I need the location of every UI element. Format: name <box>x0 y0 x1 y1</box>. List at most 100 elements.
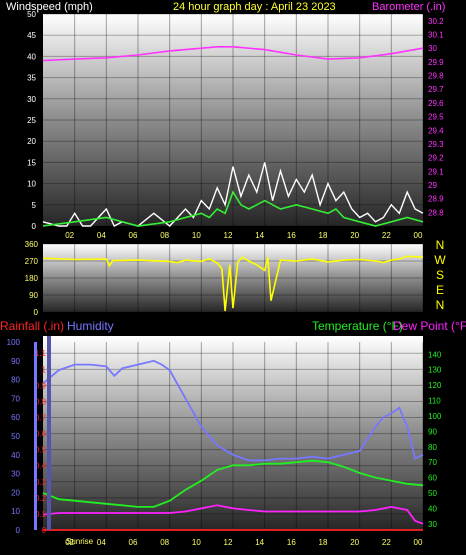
rain-tick-label: 1.1 <box>35 349 47 358</box>
windspeed-label: Windspeed (mph) <box>6 1 93 13</box>
humidity-tick-label: 70 <box>11 394 20 403</box>
barometer-tick-label: 30 <box>428 44 437 53</box>
rain-tick-label: 0.3 <box>35 478 47 487</box>
wind-tick-label: 5 <box>32 201 37 210</box>
barometer-tick-label: 29.2 <box>428 154 444 163</box>
direction-letter: S <box>436 268 444 282</box>
barometer-tick-label: 28.8 <box>428 208 444 217</box>
temp-x-tick-label: 20 <box>350 538 359 547</box>
temp-x-tick-label: 16 <box>287 538 296 547</box>
rain-tick-label: 0.2 <box>35 494 47 503</box>
direction-tick-label: 0 <box>34 308 39 317</box>
temperature-tick-label: 110 <box>428 397 441 406</box>
barometer-tick-label: 29.3 <box>428 140 444 149</box>
wind-line <box>42 190 424 227</box>
rainfall-label: Rainfall (.in) <box>0 319 64 333</box>
graph-title: 24 hour graph day : April 23 2023 <box>173 1 336 13</box>
wind-tick-label: 40 <box>27 52 36 61</box>
humidity-tick-label: 20 <box>11 488 20 497</box>
wind-x-tick-label: 06 <box>129 231 138 240</box>
rain-tick-label: 0.9 <box>35 381 47 390</box>
temperature-line <box>42 459 424 508</box>
humidity-line <box>42 359 424 462</box>
barometer-tick-label: 29.8 <box>428 72 444 81</box>
wind-x-tick-label: 20 <box>350 231 359 240</box>
wind-x-tick-label: 16 <box>287 231 296 240</box>
temperature-tick-label: 60 <box>428 474 437 483</box>
temp-x-tick-label: 02 <box>65 538 74 547</box>
humidity-tick-label: 100 <box>7 338 21 347</box>
sunrise-label: Sunrise <box>66 537 94 546</box>
wind-tick-label: 50 <box>27 10 36 19</box>
temperature-tick-label: 70 <box>428 458 437 467</box>
temp-x-tick-label: 08 <box>160 538 169 547</box>
wind-x-tick-label: 14 <box>255 231 264 240</box>
temperature-label: Temperature (°F) <box>312 319 403 333</box>
humidity-label: Humidity <box>67 319 114 333</box>
barometer-tick-label: 29 <box>428 181 437 190</box>
rain-tick-label: 0.5 <box>35 446 47 455</box>
direction-letter: N <box>436 298 445 312</box>
temperature-panel <box>43 336 423 530</box>
temperature-tick-label: 90 <box>428 427 437 436</box>
wind-tick-label: 20 <box>27 137 36 146</box>
humidity-tick-label: 50 <box>11 432 20 441</box>
humidity-tick-label: 40 <box>11 451 20 460</box>
gust-line <box>42 162 424 227</box>
wind-tick-label: 30 <box>27 95 36 104</box>
barometer-tick-label: 30.2 <box>428 17 444 26</box>
barometer-tick-label: 29.4 <box>428 126 444 135</box>
temperature-tick-label: 120 <box>428 381 442 390</box>
wind-x-tick-label: 10 <box>192 231 201 240</box>
humidity-tick-label: 10 <box>11 507 20 516</box>
direction-tick-label: 360 <box>25 240 39 249</box>
direction-tick-label: 270 <box>25 257 39 266</box>
wind-tick-label: 25 <box>27 116 36 125</box>
humidity-tick-label: 80 <box>11 376 20 385</box>
wind-x-tick-label: 22 <box>382 231 391 240</box>
temp-x-tick-label: 14 <box>255 538 264 547</box>
temp-x-tick-label: 04 <box>97 538 106 547</box>
temperature-tick-label: 40 <box>428 504 437 513</box>
humidity-tick-label: 90 <box>11 357 20 366</box>
wind-tick-label: 35 <box>27 74 36 83</box>
rain-axis-bar <box>47 336 51 530</box>
barometer-tick-label: 29.1 <box>428 167 444 176</box>
barometer-line <box>42 45 424 62</box>
temp-x-tick-label: 18 <box>319 538 328 547</box>
temperature-tick-label: 130 <box>428 366 442 375</box>
direction-line <box>42 255 424 312</box>
wind-x-tick-label: 12 <box>224 231 233 240</box>
humidity-tick-label: 60 <box>11 413 20 422</box>
direction-letter: N <box>436 238 445 252</box>
wind-x-tick-label: 08 <box>160 231 169 240</box>
wind-tick-label: 0 <box>32 222 37 231</box>
humidity-tick-label: 0 <box>16 526 21 535</box>
temp-x-tick-label: 22 <box>382 538 391 547</box>
direction-letter: E <box>436 283 444 297</box>
barometer-label: Barometer (.in) <box>372 1 445 13</box>
wind-x-tick-label: 02 <box>65 231 74 240</box>
rain-tick-label: 0.8 <box>35 397 47 406</box>
barometer-tick-label: 29.9 <box>428 58 444 67</box>
dewpoint-line <box>42 504 424 525</box>
temperature-tick-label: 100 <box>428 412 442 421</box>
humidity-axis-bar <box>34 342 37 530</box>
direction-tick-label: 180 <box>25 274 39 283</box>
barometer-tick-label: 29.6 <box>428 99 444 108</box>
temp-x-tick-label: 00 <box>414 538 423 547</box>
rain-tick-label: 0.4 <box>35 462 47 471</box>
temp-x-tick-label: 12 <box>224 538 233 547</box>
wind-tick-label: 10 <box>27 180 36 189</box>
wind-x-tick-label: 04 <box>97 231 106 240</box>
temp-x-tick-label: 10 <box>192 538 201 547</box>
rain-tick-label: 0.6 <box>35 430 47 439</box>
wind-tick-label: 15 <box>27 158 36 167</box>
wind-tick-label: 45 <box>27 31 36 40</box>
rain-tick-label: 0 <box>42 526 47 535</box>
temperature-tick-label: 50 <box>428 489 437 498</box>
barometer-tick-label: 28.9 <box>428 195 444 204</box>
dewpoint-label: Dew Point (°F) <box>393 319 466 333</box>
direction-tick-label: 90 <box>29 291 38 300</box>
